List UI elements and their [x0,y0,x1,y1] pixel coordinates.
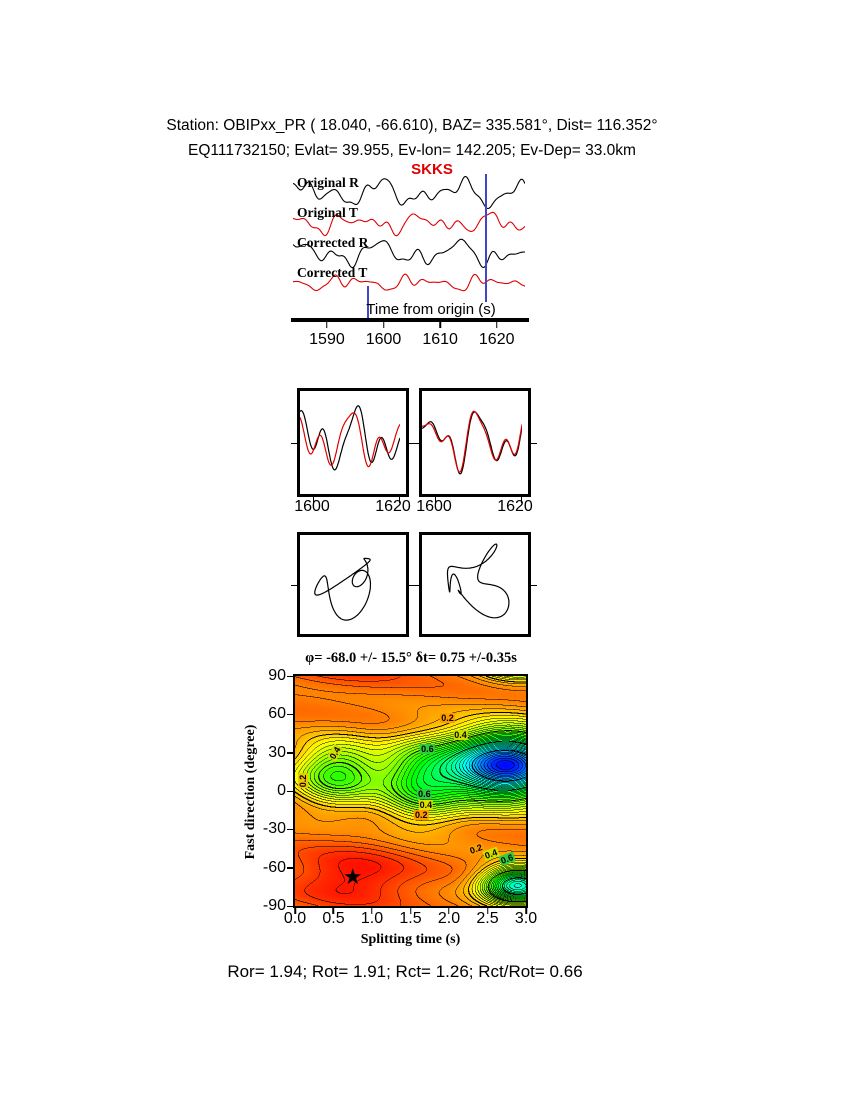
misfit-contour-plot: ★ 0.2 0.4 0.2 0.4 0.6 0.6 0.4 0.2 0.2 0.4 0.6 [287,674,528,914]
time-axis-label: Time from origin (s) [366,301,496,318]
waveform-path [446,543,510,619]
contour-value-label: 0.4 [418,800,434,811]
trace-label: Original T [297,205,358,220]
window-marker-start [366,286,369,320]
tick-mark [287,828,293,831]
pair-waveforms [422,410,522,475]
y-tick-label: 60 [268,705,286,723]
splitting-time-tick-labels: 0.0 0.5 1.0 1.5 2.0 2.5 3.0 [284,910,537,930]
x-tick-label: 1600 [365,331,402,348]
tick-mark [287,867,293,869]
tick-mark [291,584,297,586]
x-tick-label: 0.0 [283,910,307,927]
trace-label: Original R [297,175,359,190]
tick-mark [495,322,498,328]
time-axis-line [291,318,529,322]
tick-mark [287,713,293,716]
x-tick-label: 0.5 [322,910,345,927]
best-solution-star: ★ [342,863,363,889]
waveform-pair-panel-uncorrected [291,388,415,503]
tick-mark [409,442,415,444]
x-tick-label: 2.0 [437,910,461,927]
tick-mark [531,584,537,586]
tick-mark [531,442,537,444]
tick-mark [382,322,385,328]
tick-mark [439,322,441,328]
y-tick-label: 90 [268,667,286,684]
particle-motion-panel-uncorrected [291,532,415,637]
contour-value-label: 0.2 [297,773,308,789]
tick-mark [312,497,315,503]
y-tick-label: 30 [268,743,286,761]
waveform-path [422,410,522,473]
contour-value-label: 0.6 [417,788,432,799]
particle-motion-curve [314,557,372,621]
quality-statistics: Ror= 1.94; Rot= 1.91; Rct= 1.26; Rct/Rot… [227,962,583,981]
pair-panel-tick-labels: 1600 1620 [416,498,533,516]
window-marker-end [485,174,488,302]
tick-mark [291,442,297,444]
y-tick-label: -60 [262,858,286,876]
tick-mark [525,908,527,914]
tick-mark [287,675,293,677]
y-axis-title: Fast direction (degree) [243,724,258,860]
tick-mark [294,908,296,914]
contour-value-label: 0.6 [420,743,435,754]
x-tick-label: 1620 [497,498,533,515]
pair-waveforms [300,405,400,471]
contour-value-label: 0.4 [453,729,468,740]
tick-mark [332,908,335,914]
misfit-contour-canvas [295,676,526,906]
tick-mark [409,908,412,914]
tick-mark [520,497,523,503]
tick-mark [287,905,293,907]
tick-mark [409,584,415,586]
particle-motion-panel-corrected [413,532,537,637]
waveform-path [314,557,372,621]
tick-mark [326,322,328,328]
time-axis-tick-marks [293,322,525,328]
y-tick-label: -30 [262,820,286,838]
tick-mark [486,908,489,914]
particle-motion-curve [446,543,510,619]
splitting-result-title: φ= -68.0 +/- 15.5° δt= 0.75 +/-0.35s [305,650,517,666]
contour-value-label: 0.2 [414,810,429,821]
event-header: EQ111732150; Evlat= 39.955, Ev-lon= 142.… [188,142,636,159]
tick-mark [287,752,293,754]
tick-mark [434,497,437,503]
x-tick-label: 1600 [294,498,330,515]
contour-value-label: 0.2 [440,713,455,724]
x-tick-label: 1620 [375,498,411,515]
y-tick-label: 0 [277,782,286,799]
tick-mark [287,790,293,792]
waveform-path [300,412,400,468]
x-tick-label: 1610 [422,331,458,348]
waveform-path [300,405,400,471]
x-tick-label: 3.0 [514,910,538,927]
x-tick-label: 1.5 [399,910,422,927]
trace-label: Corrected T [297,265,368,280]
x-tick-label: 1620 [478,331,515,348]
fast-direction-tick-labels: 90 60 30 0 -30 -60 -90 [230,667,286,914]
x-tick-label: 2.5 [476,910,499,927]
trace-label: Corrected R [297,235,369,250]
x-tick-label: 1600 [416,498,452,515]
y-tick-label: -90 [262,897,286,914]
x-tick-label: 1590 [309,331,345,348]
trace-labels: Original R Original T Corrected R Corrected… [297,175,417,305]
station-header: Station: OBIPxx_PR ( 18.040, -66.610), B… [166,117,658,134]
tick-mark [398,497,401,503]
x-tick-label: 1.0 [360,910,384,927]
x-axis-title: Splitting time (s) [360,932,461,947]
tick-mark [448,908,450,914]
time-axis-tick-labels: 1590 1600 1610 1620 [293,331,525,351]
tick-mark [371,908,373,914]
tick-mark [413,584,419,586]
pair-panel-tick-labels: 1600 1620 [294,498,411,516]
waveform-pair-panel-corrected [413,388,537,503]
waveform-path [422,411,522,475]
tick-mark [413,442,419,444]
phase-label: SKKS [411,161,453,178]
